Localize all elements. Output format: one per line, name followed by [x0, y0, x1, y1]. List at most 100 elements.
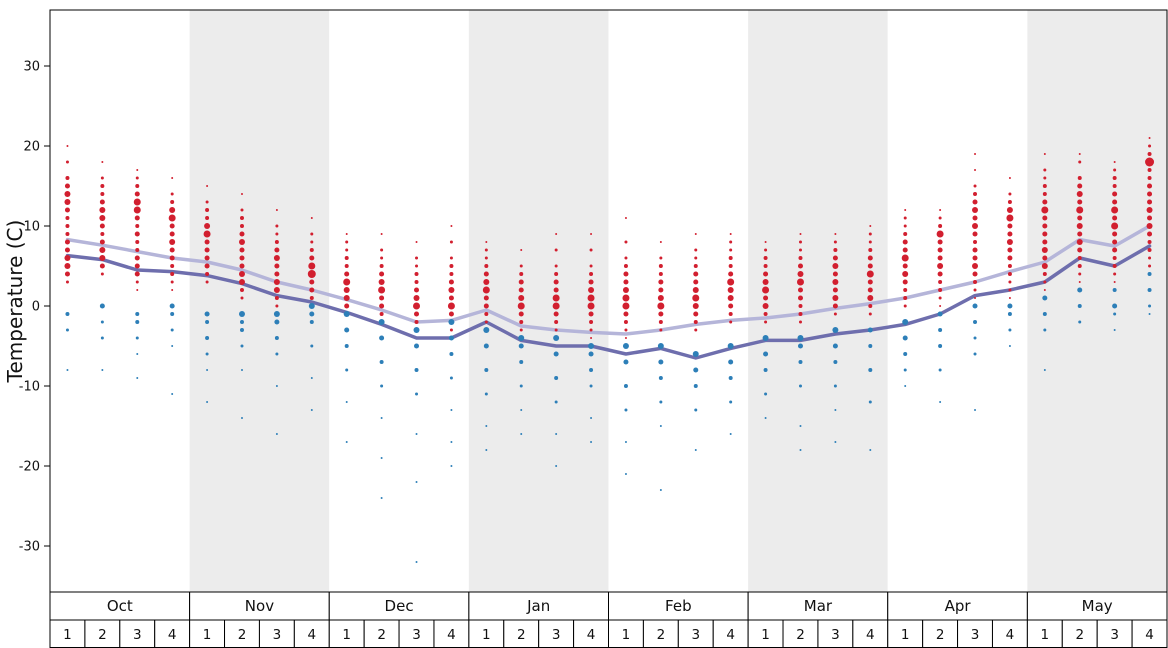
min-temp-dot — [589, 384, 593, 388]
max-temp-dot — [624, 256, 628, 260]
min-temp-dot — [622, 343, 629, 349]
week-label: 4 — [587, 627, 596, 643]
max-temp-dot — [485, 241, 488, 243]
week-label: 4 — [308, 627, 317, 643]
max-temp-dot — [379, 295, 385, 301]
max-temp-dot — [867, 263, 873, 269]
max-temp-dot — [133, 206, 141, 214]
max-temp-dot — [239, 231, 245, 237]
max-temp-dot — [275, 304, 279, 308]
week-cell — [642, 619, 679, 648]
max-temp-dot — [1113, 272, 1117, 276]
max-temp-dot — [659, 328, 663, 332]
min-temp-dot — [101, 369, 104, 371]
max-temp-dot — [65, 232, 70, 236]
max-temp-dot — [135, 176, 139, 180]
max-temp-dot — [974, 297, 977, 299]
min-temp-dot — [694, 408, 698, 412]
max-temp-dot — [1042, 215, 1048, 221]
max-temp-dot — [692, 287, 699, 293]
max-temp-dot — [1148, 144, 1152, 148]
max-temp-dot — [866, 270, 874, 278]
min-temp-dot — [414, 368, 419, 372]
max-temp-dot — [307, 270, 316, 278]
y-tick-label: -30 — [19, 540, 40, 555]
min-temp-dot — [380, 384, 384, 388]
min-temp-dot — [206, 369, 209, 371]
max-temp-dot — [938, 224, 943, 228]
max-temp-dot — [135, 248, 140, 252]
min-temp-dot — [380, 497, 383, 499]
max-temp-dot — [589, 328, 593, 332]
min-temp-dot — [275, 385, 278, 387]
max-temp-dot — [484, 320, 488, 324]
max-temp-dot — [937, 239, 943, 245]
max-temp-dot — [553, 287, 559, 293]
max-temp-dot — [1006, 207, 1013, 213]
max-temp-dot — [1113, 168, 1117, 172]
max-temp-dot — [797, 263, 803, 269]
max-temp-dot — [973, 280, 978, 284]
max-temp-dot — [693, 271, 699, 277]
max-temp-dot — [169, 223, 175, 229]
min-temp-dot — [344, 327, 350, 333]
min-temp-dot — [938, 368, 942, 372]
min-temp-dot — [518, 335, 525, 341]
min-temp-dot — [659, 489, 662, 491]
month-cell-nov — [189, 591, 330, 621]
max-temp-dot — [1042, 199, 1048, 205]
avg-min-line — [65, 244, 1152, 360]
max-temp-dot — [554, 328, 558, 332]
max-temp-dot — [64, 191, 71, 197]
max-temp-dot — [379, 271, 385, 277]
min-temp-dot — [834, 441, 837, 443]
max-temp-dot — [553, 279, 559, 285]
min-temp-dot — [345, 401, 348, 403]
max-temp-dot — [205, 208, 210, 212]
max-temp-dot — [1148, 256, 1152, 260]
max-temp-dot — [99, 199, 105, 205]
min-temp-dot — [728, 376, 733, 380]
max-temp-dot — [345, 240, 349, 244]
max-temp-dot — [66, 145, 69, 147]
week-cell — [782, 619, 819, 648]
week-label: 3 — [691, 627, 700, 643]
max-temp-dot — [203, 230, 211, 238]
week-label: 1 — [901, 627, 910, 643]
max-temp-dot — [415, 264, 419, 268]
week-label: 1 — [203, 627, 212, 643]
max-temp-dot — [902, 247, 908, 253]
max-temp-dot — [518, 287, 524, 293]
min-temp-dot — [520, 409, 523, 411]
max-temp-dot — [1076, 206, 1084, 214]
max-temp-dot — [1041, 206, 1049, 214]
min-temp-dot — [169, 303, 175, 309]
max-temp-dot — [901, 254, 909, 262]
min-temp-dot — [205, 320, 210, 324]
min-temp-dot — [274, 319, 280, 325]
month-label: Mar — [804, 597, 833, 615]
min-temp-dot — [309, 311, 315, 317]
min-temp-dot — [379, 360, 384, 364]
max-temp-dot — [239, 255, 245, 261]
min-temp-dot — [799, 425, 802, 427]
max-temp-dot — [1112, 215, 1118, 221]
week-cell — [712, 619, 749, 648]
max-temp-dot — [973, 184, 977, 188]
month-label: Apr — [945, 597, 972, 615]
max-temp-dot — [169, 239, 176, 245]
max-temp-dot — [343, 295, 350, 301]
max-temp-dot — [379, 312, 384, 316]
max-temp-dot — [345, 233, 348, 235]
max-temp-dot — [728, 312, 733, 316]
max-temp-dot — [1148, 137, 1151, 139]
month-label: Jan — [526, 597, 550, 615]
max-temp-dot — [764, 241, 767, 243]
max-temp-dot — [344, 303, 350, 309]
min-temp-dot — [832, 343, 838, 349]
max-temp-dot — [518, 279, 524, 285]
min-temp-dot — [204, 311, 210, 317]
max-temp-dot — [310, 232, 314, 236]
week-label: 1 — [1041, 627, 1050, 643]
min-temp-dot — [310, 409, 313, 411]
